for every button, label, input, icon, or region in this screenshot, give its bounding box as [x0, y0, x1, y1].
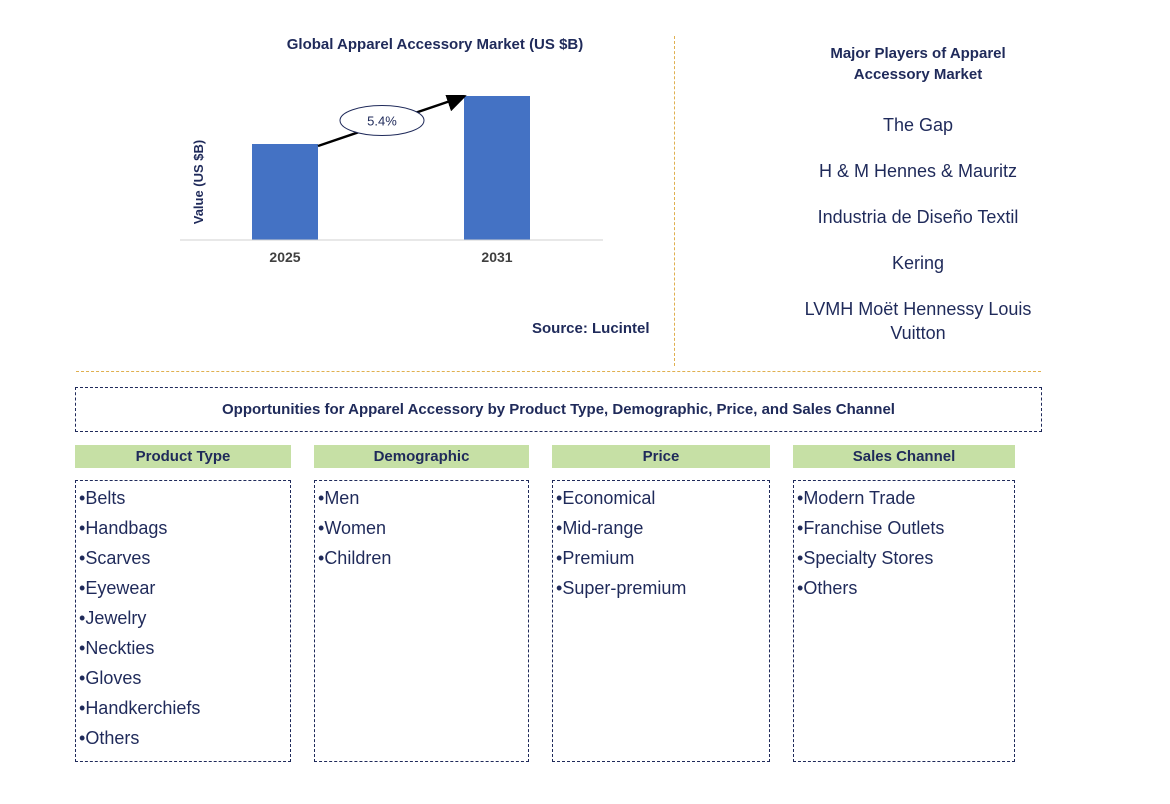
segment-item: Handkerchiefs — [79, 693, 290, 723]
player-item: LVMH Moët Hennessy Louis Vuitton — [804, 299, 1032, 343]
segment-item: Men — [318, 483, 528, 513]
segment-header: Product Type — [75, 445, 291, 468]
segment-item: Women — [318, 513, 528, 543]
segment-item: Belts — [79, 483, 290, 513]
y-axis-label: Value (US $B) — [191, 140, 206, 225]
bar-2031 — [464, 96, 530, 240]
segment-item: Scarves — [79, 543, 290, 573]
segment-item: Super-premium — [556, 573, 769, 603]
opportunities-title: Opportunities for Apparel Accessory by P… — [75, 387, 1042, 432]
segment-box: Economical Mid-range Premium Super-premi… — [552, 480, 770, 762]
bar-2025 — [252, 144, 318, 240]
vertical-divider — [674, 36, 675, 366]
segment-item: Economical — [556, 483, 769, 513]
segment-item: Handbags — [79, 513, 290, 543]
horizontal-divider — [76, 371, 1041, 372]
segment-item: Specialty Stores — [797, 543, 1014, 573]
segment-box: Modern Trade Franchise Outlets Specialty… — [793, 480, 1015, 762]
segment-item: Others — [79, 723, 290, 753]
segment-sales-channel: Sales Channel Modern Trade Franchise Out… — [793, 445, 1015, 762]
segment-item: Jewelry — [79, 603, 290, 633]
chart-title: Global Apparel Accessory Market (US $B) — [286, 36, 584, 53]
players-title: Major Players of Apparel Accessory Marke… — [830, 45, 1006, 83]
source-label: Source: Lucintel — [532, 320, 650, 337]
segment-item: Eyewear — [79, 573, 290, 603]
segment-box: Men Women Children — [314, 480, 529, 762]
segment-item: Neckties — [79, 633, 290, 663]
segment-header: Demographic — [314, 445, 529, 468]
segment-header: Price — [552, 445, 770, 468]
players-list: The Gap H & M Hennes & Mauritz Industria… — [790, 113, 1046, 367]
x-tick-label: 2031 — [481, 249, 512, 265]
segment-item: Mid-range — [556, 513, 769, 543]
segment-box: Belts Handbags Scarves Eyewear Jewelry N… — [75, 480, 291, 762]
segment-product-type: Product Type Belts Handbags Scarves Eyew… — [75, 445, 291, 762]
segment-price: Price Economical Mid-range Premium Super… — [552, 445, 770, 762]
x-tick-label: 2025 — [269, 249, 300, 265]
segment-item: Modern Trade — [797, 483, 1014, 513]
segment-item: Franchise Outlets — [797, 513, 1014, 543]
cagr-ellipse — [339, 105, 425, 136]
segment-item: Gloves — [79, 663, 290, 693]
segment-item: Children — [318, 543, 528, 573]
segment-header: Sales Channel — [793, 445, 1015, 468]
segment-item: Others — [797, 573, 1014, 603]
segment-item: Premium — [556, 543, 769, 573]
cagr-label: 5.4% — [367, 114, 397, 129]
player-item: Kering — [891, 253, 945, 273]
player-item: Industria de Diseño Textil — [817, 207, 1019, 227]
bar-chart: Value (US $B) 2025 2031 5.4% — [180, 95, 603, 265]
player-item: H & M Hennes & Mauritz — [818, 161, 1018, 181]
player-item: The Gap — [882, 115, 954, 135]
segment-demographic: Demographic Men Women Children — [314, 445, 529, 762]
